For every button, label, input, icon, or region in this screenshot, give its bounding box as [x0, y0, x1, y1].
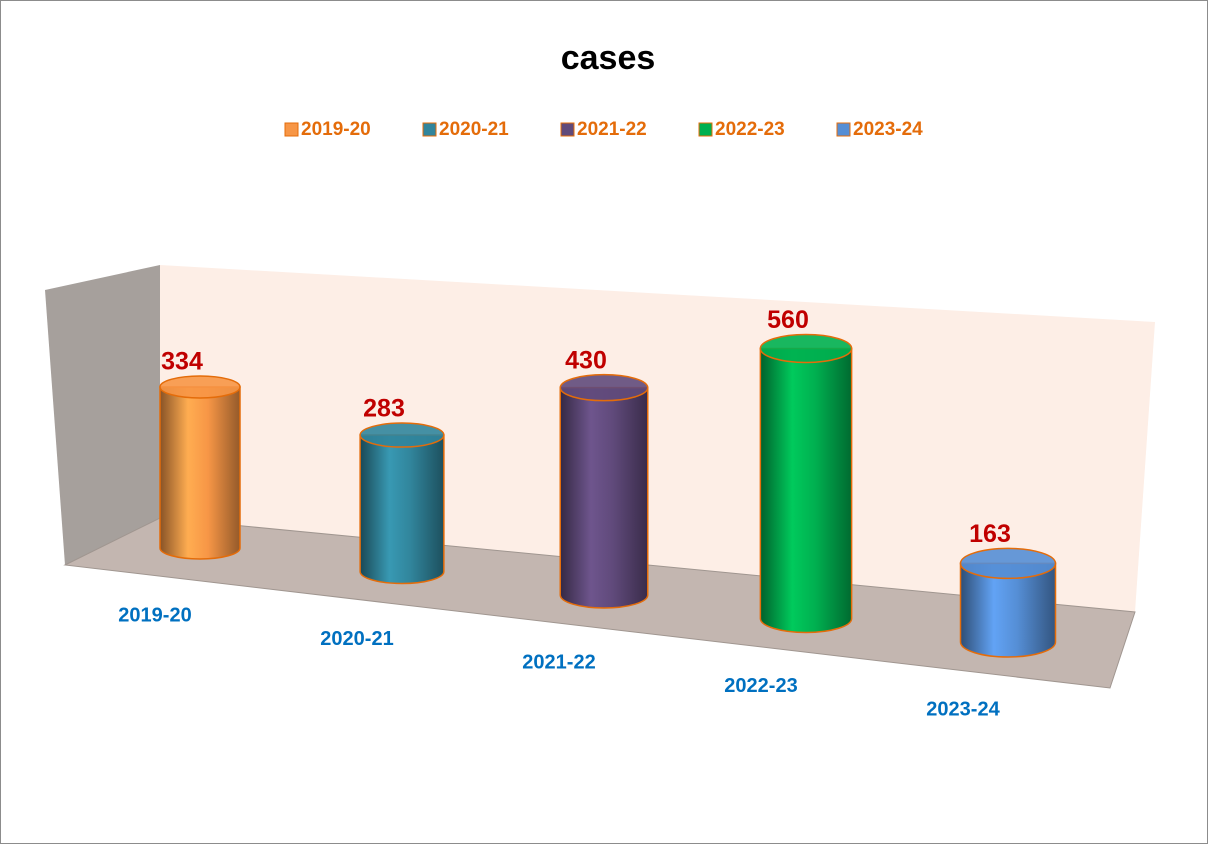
- bar-cap: [959, 547, 1057, 580]
- x-tick-label: 2019-20: [118, 604, 191, 626]
- bar-cap: [759, 333, 853, 364]
- legend-swatch: [422, 122, 437, 137]
- legend-swatch: [698, 122, 713, 137]
- bar: [959, 562, 1057, 658]
- bar: [159, 386, 241, 560]
- legend-swatch: [836, 122, 851, 137]
- bar-cap: [159, 375, 241, 399]
- bar-cap: [559, 373, 649, 402]
- legend-label: 2021-22: [577, 119, 647, 140]
- x-tick-label: 2023-24: [926, 698, 1000, 720]
- bar: [759, 347, 853, 634]
- bar: [559, 386, 649, 609]
- data-label: 163: [969, 520, 1011, 548]
- data-label: 283: [363, 395, 405, 423]
- legend-swatch: [560, 122, 575, 137]
- bar-cap: [359, 422, 445, 448]
- legend-swatch: [284, 122, 299, 137]
- data-label: 430: [565, 346, 607, 374]
- legend-label: 2020-21: [439, 119, 509, 140]
- legend-label: 2023-24: [853, 119, 923, 140]
- legend-label: 2022-23: [715, 119, 785, 140]
- x-tick-label: 2020-21: [320, 628, 393, 650]
- x-tick-label: 2021-22: [522, 651, 595, 673]
- data-label: 334: [161, 348, 203, 376]
- bar: [359, 434, 445, 585]
- chart-title: cases: [561, 39, 656, 77]
- side-wall: [45, 265, 160, 565]
- x-tick-label: 2022-23: [724, 675, 797, 697]
- legend-label: 2019-20: [301, 119, 371, 140]
- data-label: 560: [767, 306, 809, 334]
